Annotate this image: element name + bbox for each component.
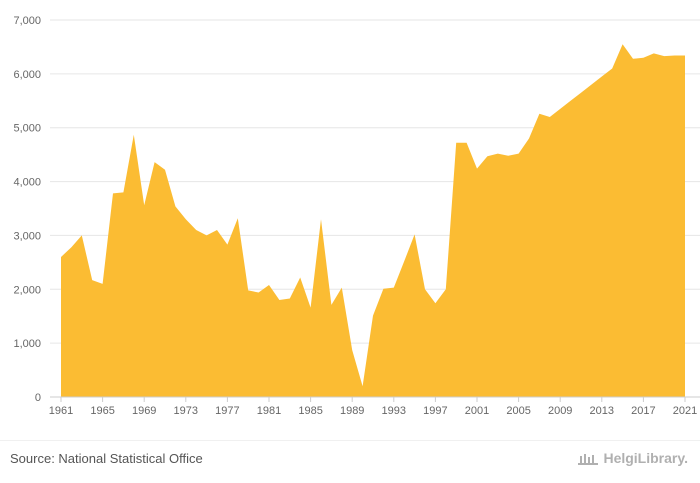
data-point-1984 [298, 275, 302, 279]
data-point-2012 [589, 83, 593, 87]
data-point-1986 [319, 217, 323, 221]
data-point-1973 [184, 217, 188, 221]
y-axis-ticks: 0 1,000 2,000 3,000 4,000 5,000 6,000 7,000 [13, 15, 41, 404]
data-point-1998 [444, 287, 448, 291]
source-note: Source: National Statistical Office [10, 451, 203, 466]
x-axis-ticks: 1961 1965 1969 1973 1977 1981 1985 1989 1993 1997… [49, 397, 697, 417]
data-point-1979 [246, 288, 250, 292]
data-point-1987 [329, 303, 333, 307]
area-layer [50, 42, 700, 398]
x-tick-label: 1989 [340, 405, 364, 417]
y-tick-label: 2,000 [13, 284, 41, 296]
data-point-1980 [257, 291, 261, 295]
data-point-1971 [163, 168, 167, 172]
x-tick-label: 1993 [382, 405, 406, 417]
chart-footer: Source: National Statistical Office Helg… [0, 440, 700, 483]
x-tick-label: 1973 [174, 405, 198, 417]
x-tick-label: 1965 [90, 405, 114, 417]
data-point-1968 [132, 133, 136, 137]
helgi-library-logo: HelgiLibrary. [577, 450, 688, 466]
x-tick-label: 2005 [506, 405, 530, 417]
data-point-1992 [381, 287, 385, 291]
x-tick-label: 1997 [423, 405, 447, 417]
data-point-1981 [267, 283, 271, 287]
data-point-2002 [485, 154, 489, 158]
data-point-1975 [205, 233, 209, 237]
data-point-2018 [652, 51, 656, 55]
data-point-2001 [475, 167, 479, 171]
x-tick-label: 2017 [631, 405, 655, 417]
data-point-1974 [194, 228, 198, 232]
data-point-1982 [277, 298, 281, 302]
data-point-1962 [69, 245, 73, 249]
data-point-2011 [579, 91, 583, 95]
data-point-2006 [527, 136, 531, 140]
x-tick-label: 1981 [257, 405, 281, 417]
data-point-1972 [173, 204, 177, 208]
data-point-1999 [454, 141, 458, 145]
data-point-1983 [288, 296, 292, 300]
data-point-2013 [600, 75, 604, 79]
data-point-1963 [80, 233, 84, 237]
x-tick-label: 1969 [132, 405, 156, 417]
data-point-1991 [371, 314, 375, 318]
data-point-1996 [423, 287, 427, 291]
y-tick-label: 6,000 [13, 69, 41, 81]
y-tick-label: 4,000 [13, 177, 41, 189]
data-point-1990 [361, 384, 365, 388]
x-tick-label: 2013 [590, 405, 614, 417]
x-tick-label: 2009 [548, 405, 572, 417]
data-point-2017 [641, 56, 645, 60]
y-tick-label: 1,000 [13, 338, 41, 350]
x-tick-label: 1961 [49, 405, 73, 417]
data-point-1961 [59, 255, 63, 259]
data-point-1988 [340, 286, 344, 290]
data-point-1967 [121, 190, 125, 194]
data-point-1977 [225, 243, 229, 247]
data-point-1994 [402, 259, 406, 263]
data-point-1978 [236, 216, 240, 220]
x-tick-label: 2021 [673, 405, 697, 417]
data-point-2007 [537, 112, 541, 116]
data-point-2021 [683, 54, 687, 58]
data-point-1964 [90, 278, 94, 282]
data-point-2005 [517, 152, 521, 156]
y-tick-label: 3,000 [13, 230, 41, 242]
data-point-1965 [101, 282, 105, 286]
y-tick-label: 7,000 [13, 15, 41, 27]
data-point-2016 [631, 57, 635, 61]
data-point-1993 [392, 286, 396, 290]
area-chart: 0 1,000 2,000 3,000 4,000 5,000 6,000 7,000 196… [13, 15, 700, 417]
y-tick-label: 0 [35, 392, 41, 404]
data-point-2015 [621, 42, 625, 46]
data-point-2019 [662, 54, 666, 58]
y-tick-label: 5,000 [13, 123, 41, 135]
data-point-1976 [215, 228, 219, 232]
data-point-2009 [558, 107, 562, 111]
data-point-2004 [506, 154, 510, 158]
data-point-2003 [496, 152, 500, 156]
x-tick-label: 2001 [465, 405, 489, 417]
data-point-1966 [111, 191, 115, 195]
data-point-1970 [153, 160, 157, 164]
library-building-icon [578, 454, 599, 465]
data-point-2000 [465, 141, 469, 145]
data-point-1989 [350, 348, 354, 352]
x-tick-label: 1977 [215, 405, 239, 417]
data-point-1997 [433, 301, 437, 305]
data-point-1995 [413, 232, 417, 236]
data-point-2010 [569, 99, 573, 103]
data-point-2008 [548, 115, 552, 119]
logo-text: HelgiLibrary. [603, 450, 688, 466]
data-point-2014 [610, 66, 614, 70]
area-series [61, 44, 685, 398]
data-point-1969 [142, 203, 146, 207]
data-point-2020 [673, 54, 677, 58]
x-tick-label: 1985 [298, 405, 322, 417]
data-point-1985 [309, 306, 313, 310]
